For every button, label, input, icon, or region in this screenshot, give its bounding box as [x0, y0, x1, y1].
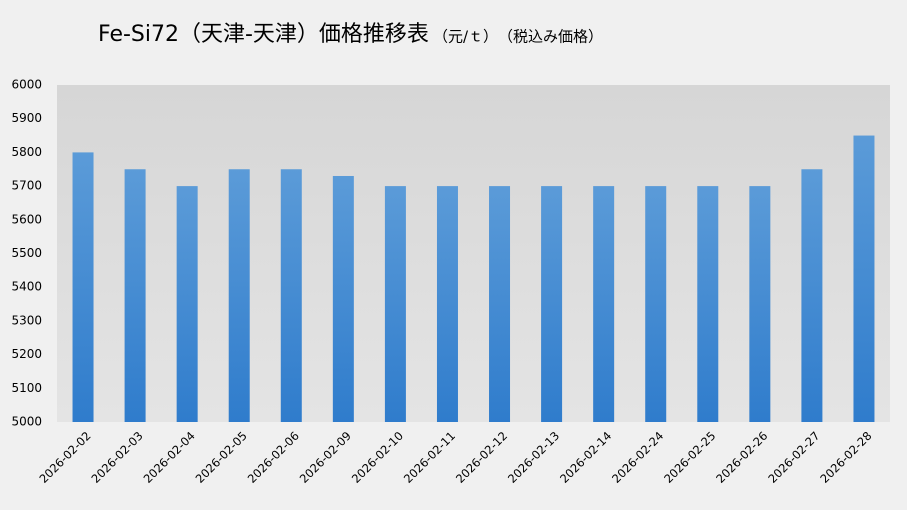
bar [801, 169, 823, 422]
chart-title: Fe-Si72（天津-天津）価格推移表 [98, 22, 429, 47]
bar [541, 186, 563, 422]
x-tick-label: 2026-02-26 [713, 429, 770, 486]
y-tick-label: 5800 [11, 145, 42, 159]
bar [489, 186, 511, 422]
x-tick-label: 2026-02-06 [245, 429, 302, 486]
x-tick-label: 2026-02-13 [505, 429, 562, 486]
x-tick-label: 2026-02-25 [661, 429, 718, 486]
bar [228, 169, 250, 422]
y-tick-label: 5900 [11, 111, 42, 125]
x-tick-label: 2026-02-14 [557, 429, 614, 486]
y-tick-label: 5400 [11, 280, 42, 294]
x-tick-label: 2026-02-28 [817, 429, 874, 486]
x-tick-label: 2026-02-03 [89, 429, 146, 486]
bar [280, 169, 302, 422]
y-tick-label: 5000 [11, 415, 42, 429]
y-tick-label: 5100 [11, 381, 42, 395]
x-tick-label: 2026-02-24 [609, 429, 666, 486]
x-tick-label: 2026-02-27 [765, 429, 822, 486]
bar [593, 186, 615, 422]
y-tick-label: 5600 [11, 212, 42, 226]
y-tick-label: 5300 [11, 313, 42, 327]
bar [384, 186, 406, 422]
x-tick-label: 2026-02-11 [401, 429, 458, 486]
x-tick-label: 2026-02-05 [193, 429, 250, 486]
x-tick-label: 2026-02-10 [349, 429, 406, 486]
x-tick-label: 2026-02-04 [141, 429, 198, 486]
bar [749, 186, 771, 422]
x-tick-label: 2026-02-09 [297, 429, 354, 486]
y-tick-label: 5500 [11, 246, 42, 260]
chart-subtitle: （元/ｔ） （税込み価格） [433, 28, 603, 46]
bar [436, 186, 458, 422]
y-tick-label: 6000 [11, 78, 42, 92]
bar [72, 152, 94, 422]
bar [332, 175, 354, 422]
bar [697, 186, 719, 422]
bar [176, 186, 198, 422]
y-tick-label: 5200 [11, 347, 42, 361]
bar [853, 135, 875, 423]
bar [124, 169, 146, 422]
bar [645, 186, 667, 422]
x-tick-label: 2026-02-12 [453, 429, 510, 486]
x-tick-label: 2026-02-02 [36, 429, 93, 486]
y-tick-label: 5700 [11, 179, 42, 193]
